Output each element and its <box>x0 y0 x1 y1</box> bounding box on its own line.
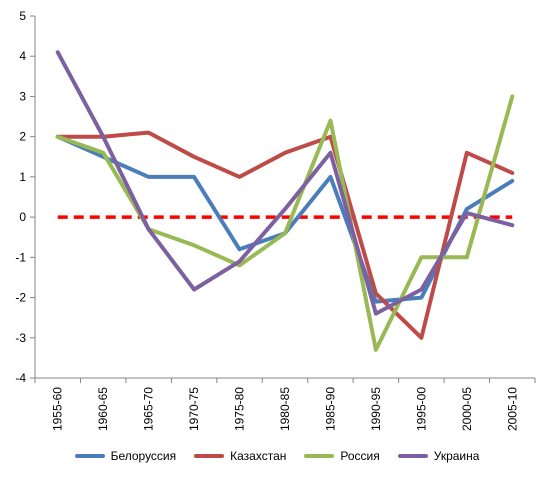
legend-swatch <box>74 454 105 458</box>
x-tick-label: 1960-65 <box>96 387 110 431</box>
y-tick-label: 1 <box>19 170 26 184</box>
x-tick-label: 1955-60 <box>51 387 65 431</box>
x-tick-label: 2005-10 <box>505 387 519 431</box>
x-tick-label: 1965-70 <box>142 387 156 431</box>
y-tick-label: -2 <box>15 291 26 305</box>
x-tick-label: 1985-90 <box>323 387 337 431</box>
legend-label: Россия <box>340 449 380 463</box>
x-tick-label: 1995-00 <box>414 387 428 431</box>
legend-label: Казахстан <box>230 449 287 463</box>
x-tick-label: 1970-75 <box>187 387 201 431</box>
legend-item-kazakhstan: Казахстан <box>194 449 286 463</box>
series-line <box>55 130 515 340</box>
axes <box>30 15 536 383</box>
legend-label: Украина <box>433 449 480 463</box>
x-tick-label: 2000-05 <box>460 387 474 431</box>
series-line <box>55 94 515 352</box>
series-line <box>55 134 515 304</box>
y-tick-label: 0 <box>19 210 26 224</box>
series-line <box>55 50 515 316</box>
y-tick-label: 3 <box>19 89 26 103</box>
legend-swatch <box>194 454 225 458</box>
legend: Белоруссия Казахстан Россия Украина <box>0 444 554 468</box>
y-tick-label: -3 <box>15 331 26 345</box>
x-tick-labels: 1955-60 1960-65 1965-70 1970-75 1975-80 1980-… <box>51 387 520 431</box>
x-tick-label: 1990-95 <box>369 387 383 431</box>
legend-item-ukraine: Украина <box>397 449 480 463</box>
series-group <box>55 50 515 352</box>
x-tick-label: 1975-80 <box>233 387 247 431</box>
legend-swatch <box>304 454 335 458</box>
legend-item-russia: Россия <box>304 449 380 463</box>
x-tick-label: 1980-85 <box>278 387 292 431</box>
y-tick-label: 2 <box>19 130 26 144</box>
y-tick-label: -1 <box>15 250 26 264</box>
y-tick-labels: 5 4 3 2 1 0 -1 -2 -3 -4 <box>15 9 26 385</box>
legend-swatch <box>397 454 428 458</box>
y-tick-label: -4 <box>15 371 26 385</box>
y-tick-label: 4 <box>19 49 26 63</box>
y-tick-label: 5 <box>19 9 26 23</box>
legend-label: Белоруссия <box>110 449 177 463</box>
legend-item-belorussia: Белоруссия <box>74 449 177 463</box>
